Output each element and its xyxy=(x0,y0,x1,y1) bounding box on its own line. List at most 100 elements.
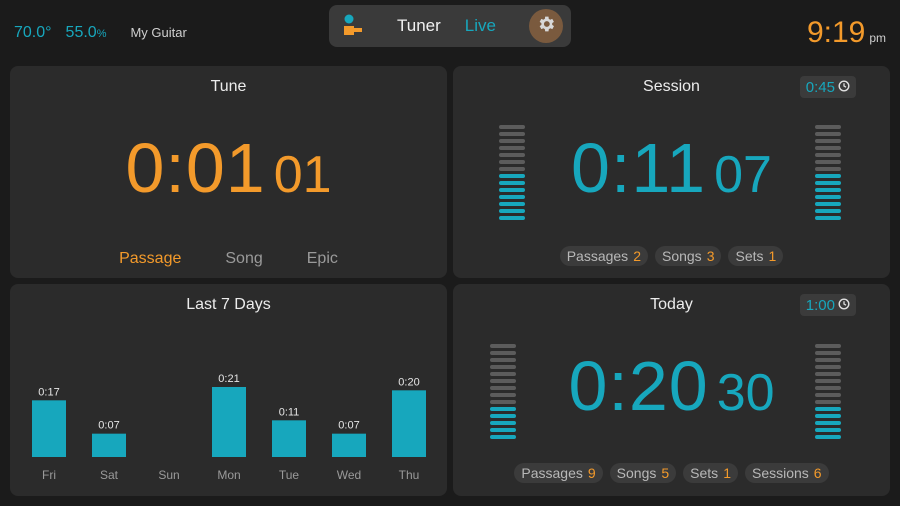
temperature-readout: 70.0° xyxy=(14,24,52,41)
session-title: Session xyxy=(643,78,700,95)
bar-sat xyxy=(92,433,126,457)
session-timer-badge[interactable]: 0:45 xyxy=(799,76,856,98)
meter-segment xyxy=(815,167,841,171)
session-panel[interactable]: Session 0:45 0:11 07 Passages 2 Songs 3 Set… xyxy=(453,66,890,278)
session-stat-passages: Passages 2 xyxy=(559,246,648,266)
clock-ampm: pm xyxy=(869,31,886,45)
today-timer-value: 1:00 xyxy=(805,296,835,314)
meter-segment xyxy=(815,400,841,404)
meter-segment xyxy=(490,400,516,404)
today-stats: Passages 9 Songs 5 Sets 1 Sessions 6 xyxy=(453,463,890,483)
today-timer-badge[interactable]: 1:00 xyxy=(799,294,856,316)
today-title: Today xyxy=(650,296,693,313)
environment-readout: 70.0° 55.0% My Guitar xyxy=(14,24,187,42)
meter-segment xyxy=(490,379,516,383)
x-tick-label: Tue xyxy=(279,468,300,482)
meter-segment xyxy=(490,414,516,418)
bar-value-label: 0:20 xyxy=(398,376,419,388)
meter-segment xyxy=(499,195,525,199)
meter-segment xyxy=(815,351,841,355)
bar-thu xyxy=(392,390,426,457)
meter-segment xyxy=(499,125,525,129)
bar-tue xyxy=(272,420,306,457)
meter-segment xyxy=(815,188,841,192)
today-level-meter-left xyxy=(490,344,516,439)
tab-live[interactable]: Live xyxy=(464,16,496,35)
meter-segment xyxy=(499,202,525,206)
meter-segment xyxy=(815,414,841,418)
session-level-meter-right xyxy=(815,125,841,220)
meter-segment xyxy=(815,216,841,220)
last-7-days-panel: Last 7 Days 0:17 Fri 0:07 Sat Sun 0:21 Mon 0:11… xyxy=(10,284,447,496)
meter-segment xyxy=(499,209,525,213)
bar-mon xyxy=(212,387,246,457)
meter-segment xyxy=(490,365,516,369)
gear-icon xyxy=(536,14,556,39)
bar-value-label: 0:11 xyxy=(279,406,300,418)
bar-fri xyxy=(32,400,66,457)
today-stat-sessions: Sessions 6 xyxy=(744,463,829,483)
meter-segment xyxy=(815,393,841,397)
meter-segment xyxy=(815,202,841,206)
meter-segment xyxy=(815,153,841,157)
meter-segment xyxy=(490,435,516,439)
today-time-main: 0:20 xyxy=(568,347,709,425)
session-time-sub: 07 xyxy=(714,146,772,204)
session-time-main: 0:11 xyxy=(571,129,707,207)
meter-segment xyxy=(490,372,516,376)
today-stat-passages: Passages 9 xyxy=(514,463,603,483)
meter-segment xyxy=(815,421,841,425)
meter-segment xyxy=(490,358,516,362)
meter-segment xyxy=(490,393,516,397)
instrument-name[interactable]: My Guitar xyxy=(130,25,187,40)
x-tick-label: Thu xyxy=(399,468,420,482)
meter-segment xyxy=(490,428,516,432)
x-tick-label: Fri xyxy=(42,468,56,482)
nav-pill: Tuner Live xyxy=(329,5,571,47)
tune-panel[interactable]: Tune 0:01 01 Passage Song Epic xyxy=(10,66,447,278)
session-stat-sets: Sets 1 xyxy=(728,246,784,266)
meter-segment xyxy=(499,146,525,150)
meter-segment xyxy=(815,125,841,129)
mode-epic[interactable]: Epic xyxy=(306,250,338,267)
last-7-days-title: Last 7 Days xyxy=(186,296,271,313)
session-level-meter-left xyxy=(499,125,525,220)
meter-segment xyxy=(499,167,525,171)
meter-segment xyxy=(815,139,841,143)
tune-time-sub: 01 xyxy=(273,146,332,204)
meter-segment xyxy=(499,153,525,157)
meter-segment xyxy=(815,132,841,136)
settings-button[interactable] xyxy=(529,9,563,43)
mode-song[interactable]: Song xyxy=(225,250,263,267)
meter-segment xyxy=(815,407,841,411)
session-timer-value: 0:45 xyxy=(805,78,835,96)
meter-segment xyxy=(490,407,516,411)
tune-title: Tune xyxy=(210,78,247,95)
today-time-sub: 30 xyxy=(716,364,775,422)
tune-time-main: 0:01 xyxy=(125,129,266,207)
x-tick-label: Sun xyxy=(158,468,179,482)
tab-tuner[interactable]: Tuner xyxy=(397,16,441,35)
meter-segment xyxy=(499,188,525,192)
meter-segment xyxy=(499,132,525,136)
meter-segment xyxy=(499,216,525,220)
clock-icon xyxy=(835,297,850,314)
clock-time: 9:19 xyxy=(806,16,866,49)
bar-value-label: 0:07 xyxy=(98,420,119,432)
meter-segment xyxy=(815,181,841,185)
meter-segment xyxy=(499,139,525,143)
clock: 9:19 pm xyxy=(807,16,886,50)
bar-wed xyxy=(332,433,366,457)
meter-segment xyxy=(490,351,516,355)
meter-segment xyxy=(815,209,841,213)
session-timer: 0:11 07 xyxy=(453,128,890,208)
session-stats: Passages 2 Songs 3 Sets 1 xyxy=(453,246,890,266)
humidity-readout: 55.0 xyxy=(65,24,97,41)
practice-app-icon[interactable] xyxy=(341,13,367,39)
today-panel[interactable]: Today 1:00 0:20 30 Passages 9 Songs 5 Sets 1… xyxy=(453,284,890,496)
bar-value-label: 0:07 xyxy=(338,420,359,432)
mode-passage[interactable]: Passage xyxy=(119,250,182,267)
tune-timer: 0:01 01 xyxy=(10,128,447,208)
today-stat-songs: Songs 5 xyxy=(609,463,677,483)
today-stat-sets: Sets 1 xyxy=(683,463,738,483)
